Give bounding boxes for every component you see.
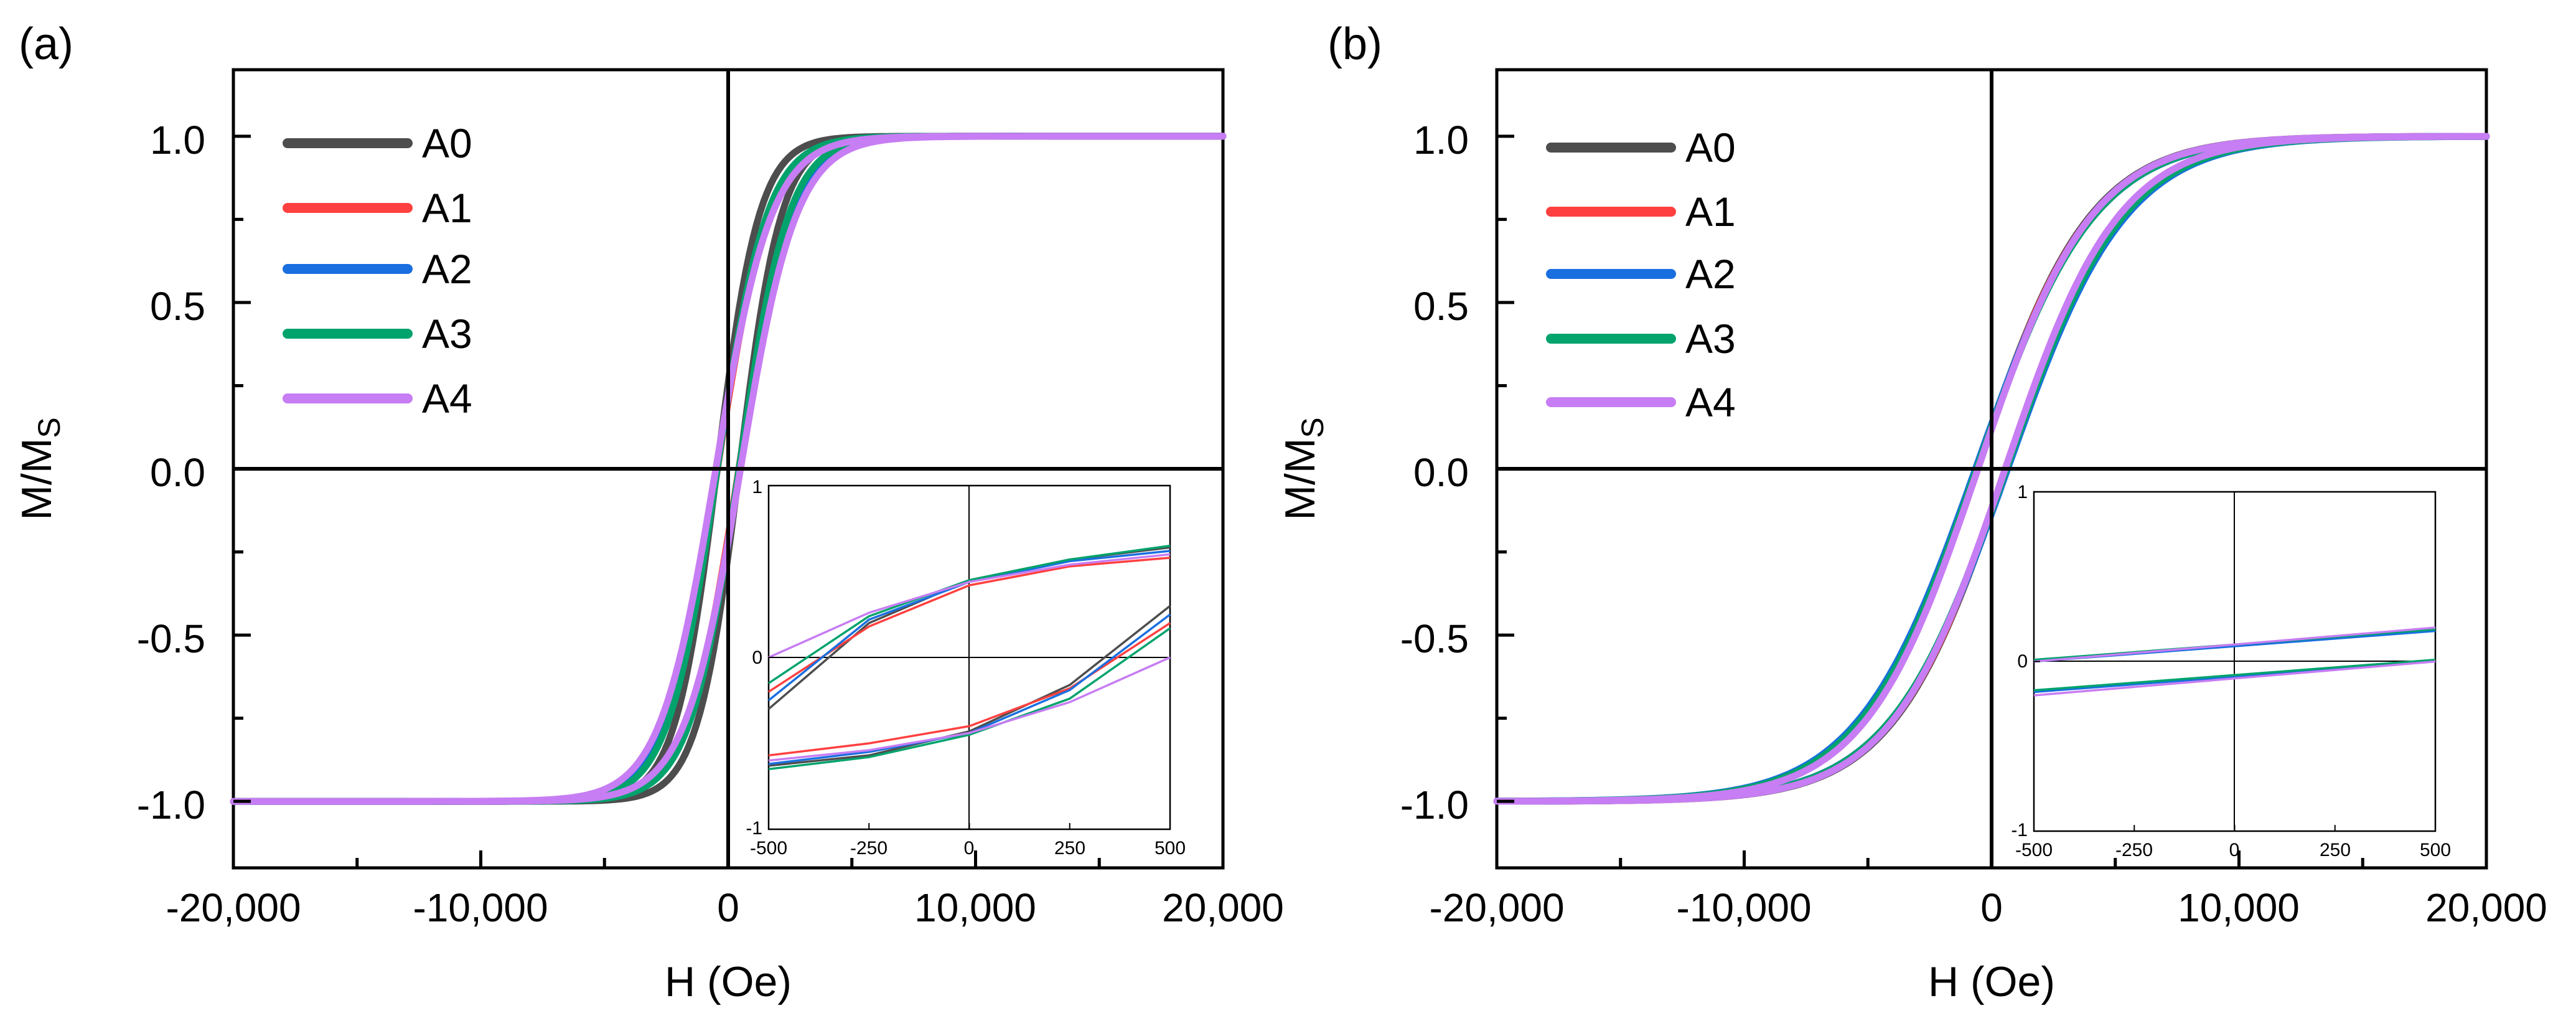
inset-x-tick-marks [768, 485, 1171, 830]
x-tick-label: 20,000 [2425, 885, 2547, 930]
legend-label-a0: A0 [422, 120, 472, 166]
y-tick-label: -1.0 [137, 783, 205, 827]
inset-y-tick-label: -1 [2011, 820, 2028, 840]
y-axis-title-sub: S [1295, 417, 1330, 438]
inset-series-a4-upper [768, 553, 1171, 659]
y-axis-title: M/MS [1276, 417, 1330, 520]
x-tick-marks [1495, 850, 2488, 868]
y-tick-label: 0.0 [150, 450, 205, 495]
inset-series-a4-lower [768, 656, 1171, 762]
main-curves [1493, 133, 2490, 805]
series-line-a4 [1493, 133, 2490, 805]
legend-label-a2: A2 [422, 246, 472, 292]
y-axis-title-main: M/M [1276, 438, 1324, 520]
inset: -500 -250 0 250 500 -1 0 1 [746, 477, 1186, 859]
legend-label-a0: A0 [1685, 125, 1736, 171]
inset-series-a4-upper [2033, 626, 2436, 663]
y-axis-title: M/MS [13, 417, 67, 520]
y-tick-marks [1497, 134, 1514, 803]
x-tick-marks [232, 850, 1225, 868]
inset-x-tick-label: -500 [750, 838, 787, 859]
inset-x-tick-label: 0 [964, 838, 975, 859]
inset-series-a0-lower [768, 605, 1171, 767]
x-tick-label: 0 [1980, 885, 2003, 930]
legend-label-a4: A4 [1685, 379, 1736, 425]
y-tick-marks [233, 134, 251, 803]
y-axis-title-main: M/M [13, 438, 60, 520]
panel-label: (a) [19, 19, 73, 69]
y-axis-title-sub: S [32, 417, 67, 438]
inset-series-a4-lower [2033, 660, 2436, 697]
x-tick-label: -20,000 [166, 885, 301, 930]
panel-b: (b) -20,000 -10,000 0 10,000 20,000 -1.0… [1276, 19, 2547, 1005]
x-axis-title: H (Oe) [665, 958, 792, 1005]
inset-y-tick-label: 1 [752, 477, 762, 497]
legend: A0 A1 A2 A3 A4 [283, 120, 472, 421]
inset-x-tick-label: 500 [1155, 838, 1186, 859]
inset-y-tick-label: -1 [746, 818, 762, 839]
inset-x-tick-label: 250 [1054, 838, 1085, 859]
inset-x-tick-label: 0 [2229, 840, 2240, 860]
y-tick-label: 0.5 [1413, 284, 1469, 329]
legend-label-a4: A4 [422, 375, 472, 421]
inset-y-tick-label: 1 [2017, 482, 2028, 502]
inset-x-tick-label: -250 [850, 838, 888, 859]
inset-series-a3-upper [768, 544, 1171, 684]
inset-x-tick-label: 500 [2420, 840, 2451, 860]
x-tick-label: 20,000 [1162, 885, 1284, 930]
x-tick-label: 10,000 [2178, 885, 2300, 930]
inset-x-tick-label: -250 [2115, 840, 2153, 860]
y-tick-label: -0.5 [1400, 616, 1469, 661]
main-curves [230, 133, 1227, 805]
x-tick-label: 0 [717, 885, 739, 930]
legend-label-a1: A1 [422, 185, 472, 231]
legend-label-a2: A2 [1685, 251, 1736, 297]
inset-x-tick-marks [2033, 491, 2436, 832]
x-tick-label: 10,000 [914, 885, 1036, 930]
x-tick-label: -10,000 [413, 885, 548, 930]
x-axis-title: H (Oe) [1928, 958, 2055, 1005]
inset-curves [2033, 626, 2436, 697]
x-tick-label: -20,000 [1429, 885, 1564, 930]
legend: A0 A1 A2 A3 A4 [1546, 125, 1736, 425]
inset-series-a1-lower [768, 622, 1171, 757]
inset-series-a1-upper [768, 557, 1171, 693]
inset-x-tick-label: -500 [2015, 840, 2053, 860]
y-tick-label: -0.5 [137, 616, 205, 661]
inset-y-tick-label: 0 [752, 647, 762, 668]
inset-x-tick-label: 250 [2320, 840, 2351, 860]
legend-label-a3: A3 [422, 311, 472, 357]
inset-curves [767, 544, 1171, 771]
panel-a: (a) -20,000 -10,000 0 10,000 20,000 -1.0… [13, 19, 1284, 1005]
y-tick-label: 0.0 [1413, 450, 1469, 495]
inset-series-a3-lower [768, 627, 1171, 771]
y-tick-label: -1.0 [1400, 783, 1469, 827]
legend-label-a1: A1 [1685, 189, 1736, 235]
y-tick-label: 1.0 [1413, 118, 1469, 162]
inset-y-tick-label: 0 [2017, 651, 2028, 672]
y-tick-label: 0.5 [150, 284, 205, 329]
inset: -500 -250 0 250 500 -1 0 1 [2011, 482, 2451, 860]
x-tick-label: -10,000 [1676, 885, 1811, 930]
series-line-a4 [230, 133, 1227, 805]
inset-series-a3-lower [2033, 659, 2436, 692]
legend-label-a3: A3 [1685, 316, 1736, 362]
y-tick-label: 1.0 [150, 118, 205, 162]
panel-label: (b) [1328, 19, 1382, 69]
